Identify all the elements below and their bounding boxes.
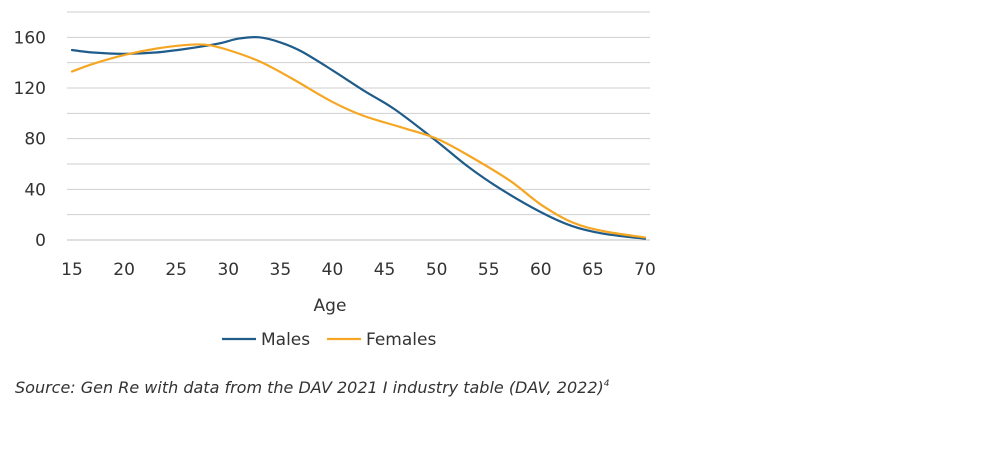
y-tick-label: 0 [35,231,46,251]
source-text: Source: Gen Re with data from the DAV 20… [15,378,604,397]
source-note: Source: Gen Re with data from the DAV 20… [15,378,610,397]
y-tick-label: 40 [24,180,46,200]
series-lines [70,36,647,240]
legend-label-males: Males [261,330,310,350]
x-axis-title: Age [314,296,347,316]
source-footnote: 4 [603,379,610,389]
x-tick-label: 65 [582,260,604,280]
x-tick-label: 40 [322,260,344,280]
tick-labels: 0 40 80 120 160 15 20 25 30 35 40 45 50 55 60 65 70 [14,28,656,280]
y-tick-label: 80 [24,130,46,150]
y-tick-label: 160 [14,28,46,48]
x-tick-label: 50 [426,260,448,280]
series-line-females [70,43,647,239]
x-tick-label: 70 [634,260,656,280]
legend-label-females: Females [366,330,436,350]
x-tick-label: 30 [217,260,239,280]
x-tick-label: 55 [478,260,500,280]
legend: Males Females [222,330,436,350]
x-tick-label: 25 [165,260,187,280]
series-line-males [70,36,647,240]
x-tick-label: 35 [270,260,292,280]
x-tick-label: 45 [374,260,396,280]
x-tick-label: 60 [530,260,552,280]
y-tick-label: 120 [14,79,46,99]
x-tick-label: 20 [113,260,135,280]
x-tick-label: 15 [61,260,83,280]
